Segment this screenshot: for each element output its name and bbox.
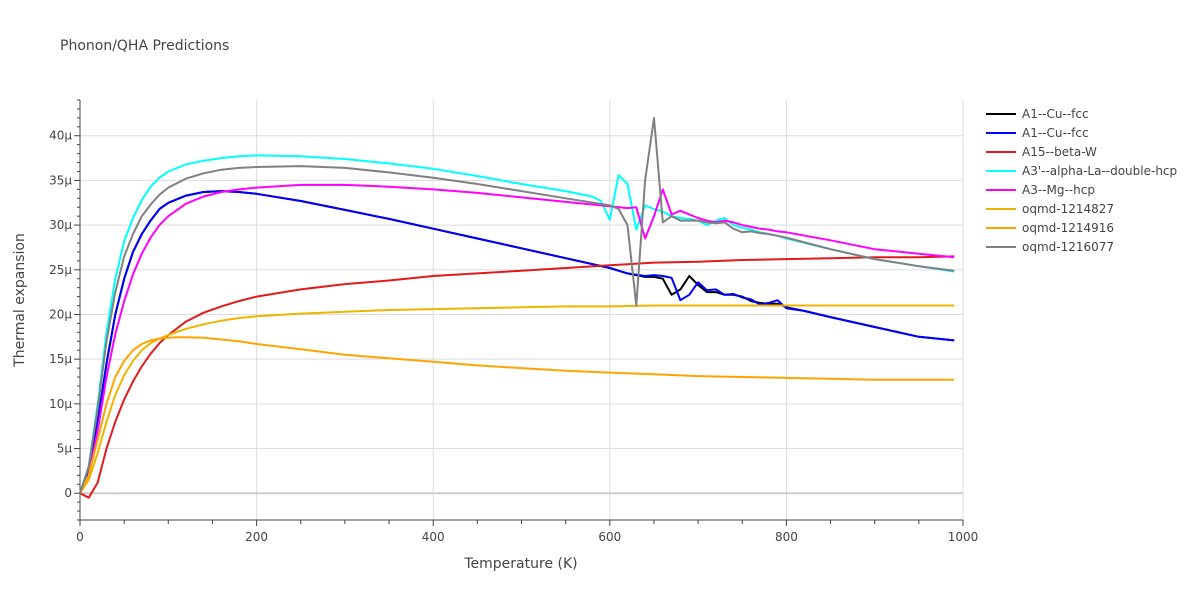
y-tick-label: 25μ — [49, 263, 72, 277]
x-tick-label: 400 — [422, 530, 445, 544]
y-tick-label: 5μ — [57, 442, 73, 456]
series-line — [79, 304, 955, 494]
x-tick-label: 200 — [245, 530, 268, 544]
y-tick-label: 30μ — [49, 218, 72, 232]
legend-label: A1--Cu--fcc — [1022, 126, 1089, 140]
legend-label: A3--Mg--hcp — [1022, 183, 1095, 197]
series-line — [79, 154, 955, 494]
legend: A1--Cu--fcc A1--Cu--fcc A15--beta-W A3'--al… — [986, 107, 1177, 254]
legend-item[interactable]: A1--Cu--fcc — [986, 107, 1089, 121]
legend-item[interactable]: A3'--alpha-La--double-hcp — [986, 164, 1177, 178]
y-tick-label: 40μ — [49, 129, 72, 143]
series-line — [79, 190, 955, 494]
axes: 0 200 400 600 800 1000 0 5μ 10μ 15μ 20μ 25μ 30μ 35μ 40… — [49, 99, 979, 544]
y-tick-label: 15μ — [49, 352, 72, 366]
x-tick-label: 600 — [598, 530, 621, 544]
legend-item[interactable]: A15--beta-W — [986, 145, 1097, 159]
x-axis-title: Temperature (K) — [463, 556, 577, 572]
legend-item[interactable]: oqmd-1216077 — [986, 240, 1114, 254]
legend-label: A1--Cu--fcc — [1022, 107, 1089, 121]
y-axis-title: Thermal expansion — [12, 233, 28, 368]
y-tick-label: 35μ — [49, 173, 72, 187]
series-line — [79, 116, 955, 494]
x-tick-label: 0 — [76, 530, 84, 544]
legend-item[interactable]: A3--Mg--hcp — [986, 183, 1095, 197]
legend-label: oqmd-1214916 — [1022, 221, 1114, 235]
legend-item[interactable]: A1--Cu--fcc — [986, 126, 1089, 140]
y-tick-label: 10μ — [49, 397, 72, 411]
chart-title: Phonon/QHA Predictions — [60, 38, 229, 54]
series-line — [79, 336, 955, 494]
legend-item[interactable]: oqmd-1214916 — [986, 221, 1114, 235]
y-tick-label: 20μ — [49, 307, 72, 321]
legend-item[interactable]: oqmd-1214827 — [986, 202, 1114, 216]
x-tick-label: 1000 — [948, 530, 979, 544]
plot-area — [79, 116, 955, 499]
series-line — [79, 255, 955, 499]
legend-label: oqmd-1216077 — [1022, 240, 1114, 254]
x-tick-label: 800 — [775, 530, 798, 544]
legend-label: A15--beta-W — [1022, 145, 1097, 159]
legend-label: oqmd-1214827 — [1022, 202, 1114, 216]
series-line — [79, 190, 955, 494]
y-tick-label: 0 — [64, 486, 72, 500]
legend-label: A3'--alpha-La--double-hcp — [1022, 164, 1177, 178]
